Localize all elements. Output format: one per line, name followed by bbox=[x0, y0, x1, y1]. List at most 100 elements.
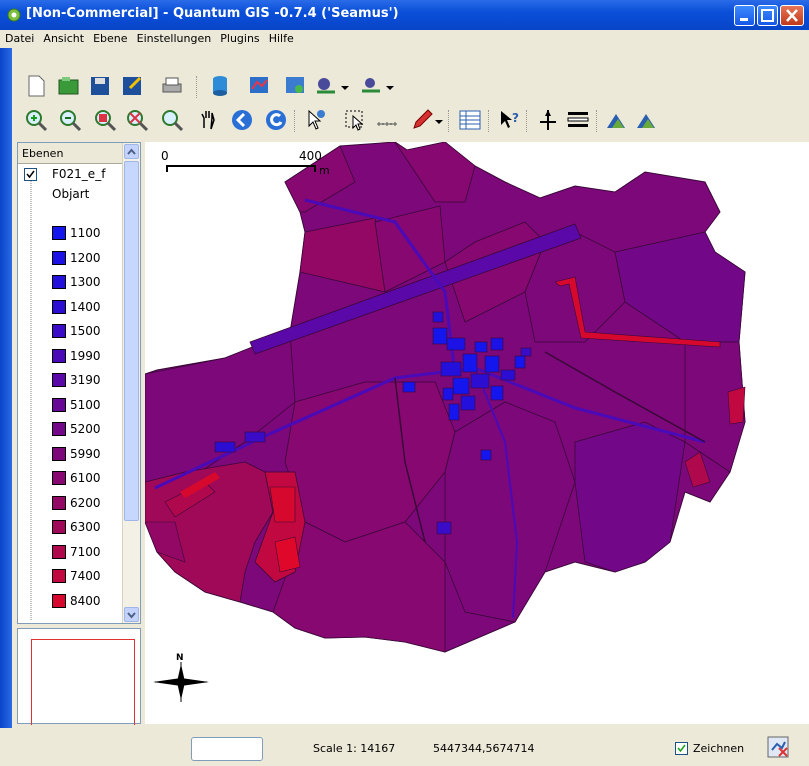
north-arrow-icon[interactable] bbox=[536, 108, 560, 132]
scale-bar-icon[interactable] bbox=[566, 108, 590, 132]
legend-item[interactable]: 8400 bbox=[52, 591, 122, 611]
legend-item[interactable]: 1400 bbox=[52, 297, 122, 317]
legend-item[interactable]: 5100 bbox=[52, 395, 122, 415]
scale-display[interactable]: Scale 1: 14167 bbox=[313, 742, 396, 755]
status-bar: Scale 1: 14167 5447344,5674714 Zeichnen bbox=[0, 728, 809, 766]
dropdown-arrow-icon[interactable] bbox=[434, 108, 444, 132]
close-button[interactable] bbox=[780, 5, 804, 26]
maximize-button[interactable] bbox=[757, 5, 778, 26]
whats-this-help-icon[interactable]: ? bbox=[497, 108, 521, 132]
select-features-icon[interactable] bbox=[343, 108, 367, 132]
legend-label: 5100 bbox=[70, 397, 101, 412]
legend-item[interactable]: 7400 bbox=[52, 566, 122, 586]
menu-ansicht[interactable]: Ansicht bbox=[43, 32, 85, 45]
legend-label: 1400 bbox=[70, 299, 101, 314]
legend-swatch bbox=[52, 593, 66, 608]
legend-item[interactable]: 6100 bbox=[52, 468, 122, 488]
legend-item[interactable]: 1200 bbox=[52, 248, 122, 268]
legend-label: 5990 bbox=[70, 446, 101, 461]
toolbar-separator bbox=[196, 76, 200, 98]
zoom-full-icon[interactable] bbox=[93, 108, 117, 132]
scroll-thumb[interactable] bbox=[124, 161, 139, 521]
projection-icon[interactable] bbox=[767, 736, 789, 758]
save-as-icon[interactable] bbox=[120, 74, 144, 98]
scalebar-end-label: 400 bbox=[299, 149, 322, 163]
layer-name[interactable]: F021_e_f bbox=[52, 167, 106, 181]
legend-swatch bbox=[52, 544, 66, 559]
overview-map[interactable] bbox=[17, 628, 141, 725]
layers-scrollbar[interactable] bbox=[122, 143, 140, 623]
edit-pencil-icon[interactable] bbox=[410, 108, 434, 132]
save-project-icon[interactable] bbox=[88, 74, 112, 98]
add-vector-icon[interactable] bbox=[247, 74, 271, 98]
add-wms-icon[interactable] bbox=[315, 74, 339, 98]
legend-item[interactable]: 1100 bbox=[52, 223, 122, 243]
legend-label: 1990 bbox=[70, 348, 101, 363]
legend-swatch bbox=[52, 226, 66, 240]
layers-panel[interactable]: Ebenen F021_e_f Objart 1100 1200 1300 1400 1… bbox=[17, 142, 141, 624]
legend-item[interactable]: 1300 bbox=[52, 272, 122, 292]
legend-item[interactable]: 6200 bbox=[52, 493, 122, 513]
plugin-icon[interactable] bbox=[634, 108, 658, 132]
tree-lines bbox=[30, 181, 32, 621]
window-left-border bbox=[0, 48, 12, 766]
scroll-up-button[interactable] bbox=[124, 144, 139, 159]
legend-swatch bbox=[52, 471, 66, 485]
legend-label: 6200 bbox=[70, 495, 101, 510]
add-layer-icon[interactable] bbox=[360, 74, 384, 98]
legend-swatch bbox=[52, 373, 66, 387]
zoom-out-icon[interactable] bbox=[58, 108, 82, 132]
new-project-icon[interactable] bbox=[24, 74, 48, 98]
map-drawing: 0 400 m N bbox=[145, 142, 746, 702]
add-postgis-icon[interactable] bbox=[283, 74, 307, 98]
legend-swatch bbox=[52, 324, 66, 338]
north-arrow-compass-icon: N bbox=[153, 653, 209, 702]
dropdown-arrow-icon[interactable] bbox=[340, 74, 350, 98]
toolbar-separator bbox=[448, 110, 452, 132]
layer-visibility-checkbox[interactable] bbox=[24, 168, 37, 181]
open-project-icon[interactable] bbox=[57, 74, 81, 98]
attribute-table-icon[interactable] bbox=[458, 108, 482, 132]
map-toolbar: ? bbox=[0, 104, 809, 138]
menu-datei[interactable]: Datei bbox=[5, 32, 35, 45]
dropdown-arrow-icon[interactable] bbox=[385, 74, 395, 98]
zoom-last-icon[interactable] bbox=[160, 108, 184, 132]
legend-item[interactable]: 5200 bbox=[52, 419, 122, 439]
legend-item[interactable]: 1990 bbox=[52, 346, 122, 366]
maximize-icon bbox=[761, 9, 774, 22]
zoom-to-layer-icon[interactable] bbox=[125, 108, 149, 132]
file-toolbar bbox=[0, 70, 809, 104]
legend-item[interactable]: 6300 bbox=[52, 517, 122, 537]
menu-hilfe[interactable]: Hilfe bbox=[268, 32, 294, 45]
checkmark-icon bbox=[26, 170, 35, 179]
add-raster-icon[interactable] bbox=[208, 74, 232, 98]
render-checkbox[interactable] bbox=[675, 742, 688, 755]
minimize-button[interactable] bbox=[734, 5, 755, 26]
scroll-down-button[interactable] bbox=[124, 607, 139, 622]
legend-swatch bbox=[52, 397, 66, 412]
legend-label: 6100 bbox=[70, 471, 101, 485]
map-canvas[interactable]: 0 400 m N bbox=[145, 142, 809, 724]
svg-text:?: ? bbox=[512, 111, 519, 125]
legend-item[interactable]: 3190 bbox=[52, 370, 122, 390]
overview-extent-rectangle bbox=[31, 639, 135, 725]
identify-icon[interactable] bbox=[303, 108, 327, 132]
zoom-in-icon[interactable] bbox=[24, 108, 48, 132]
plugin-icon[interactable] bbox=[604, 108, 628, 132]
legend-item[interactable]: 5990 bbox=[52, 444, 122, 464]
legend-item[interactable]: 1500 bbox=[52, 321, 122, 341]
chevron-down-icon bbox=[127, 612, 136, 619]
print-icon[interactable] bbox=[160, 74, 184, 98]
layers-panel-header: Ebenen bbox=[18, 143, 122, 164]
menu-ebene[interactable]: Ebene bbox=[93, 32, 128, 45]
back-arrow-icon[interactable] bbox=[230, 108, 254, 132]
menu-einstellungen[interactable]: Einstellungen bbox=[136, 32, 212, 45]
legend-item[interactable]: 7100 bbox=[52, 542, 122, 562]
pan-icon[interactable] bbox=[196, 108, 220, 132]
legend-label: 6300 bbox=[70, 520, 101, 534]
legend-swatch bbox=[52, 275, 66, 289]
refresh-icon[interactable] bbox=[264, 108, 288, 132]
measure-line-icon[interactable] bbox=[375, 108, 399, 132]
layers-header-label: Ebenen bbox=[22, 147, 64, 160]
menu-plugins[interactable]: Plugins bbox=[220, 32, 260, 45]
